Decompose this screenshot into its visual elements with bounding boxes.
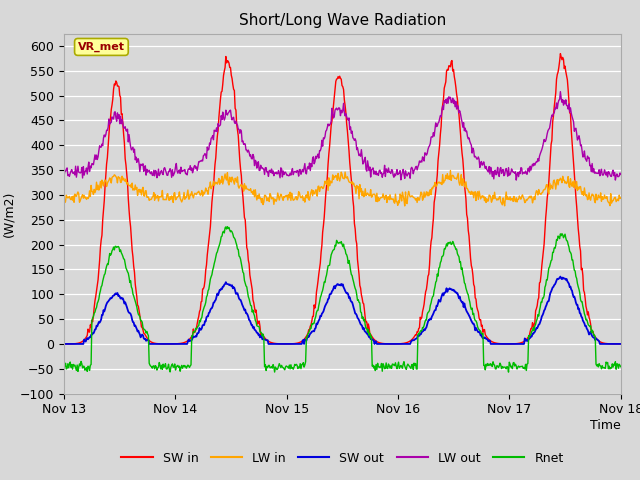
LW out [557, 89, 564, 95]
Y-axis label: (W/m2): (W/m2) [3, 191, 16, 237]
Rnet [70, 363, 78, 369]
Line: SW out: SW out [64, 276, 621, 344]
LW out [410, 168, 418, 173]
SW in [214, 133, 221, 139]
X-axis label: Time: Time [590, 419, 621, 432]
LW out [214, 129, 221, 135]
SW in [410, 334, 418, 340]
SW out [60, 341, 68, 347]
SW out [426, 316, 434, 322]
Rnet [214, 249, 221, 255]
Line: LW out: LW out [64, 92, 621, 180]
LW out [513, 177, 520, 183]
SW out [184, 338, 192, 344]
LW out [184, 167, 192, 173]
SW in [184, 338, 192, 344]
Text: VR_met: VR_met [78, 42, 125, 52]
Rnet [184, 362, 192, 368]
SW out [127, 313, 135, 319]
Rnet [223, 224, 231, 229]
SW in [617, 341, 625, 347]
Rnet [428, 300, 435, 306]
SW in [557, 51, 564, 57]
LW out [60, 173, 68, 179]
Rnet [411, 362, 419, 368]
SW in [426, 247, 434, 253]
LW out [617, 171, 625, 177]
LW in [184, 187, 192, 193]
Line: Rnet: Rnet [64, 227, 621, 372]
LW out [127, 147, 135, 153]
LW in [214, 181, 221, 187]
SW in [60, 341, 68, 347]
SW out [410, 337, 418, 343]
Title: Short/Long Wave Radiation: Short/Long Wave Radiation [239, 13, 446, 28]
SW in [127, 236, 135, 241]
SW out [617, 341, 625, 347]
LW in [447, 168, 454, 173]
SW out [557, 274, 564, 279]
LW in [617, 195, 625, 201]
Rnet [127, 284, 135, 290]
LW in [401, 203, 408, 209]
LW in [127, 185, 135, 191]
Rnet [505, 369, 513, 375]
Rnet [60, 363, 68, 369]
SW out [214, 291, 221, 297]
SW out [70, 341, 78, 347]
Legend: SW in, LW in, SW out, LW out, Rnet: SW in, LW in, SW out, LW out, Rnet [116, 447, 568, 469]
Line: SW in: SW in [64, 54, 621, 344]
Rnet [617, 364, 625, 370]
LW out [70, 169, 78, 175]
LW in [60, 193, 68, 199]
Line: LW in: LW in [64, 170, 621, 206]
LW in [428, 192, 435, 198]
LW in [411, 195, 419, 201]
LW in [70, 199, 78, 205]
LW out [426, 141, 434, 146]
SW in [70, 341, 78, 347]
